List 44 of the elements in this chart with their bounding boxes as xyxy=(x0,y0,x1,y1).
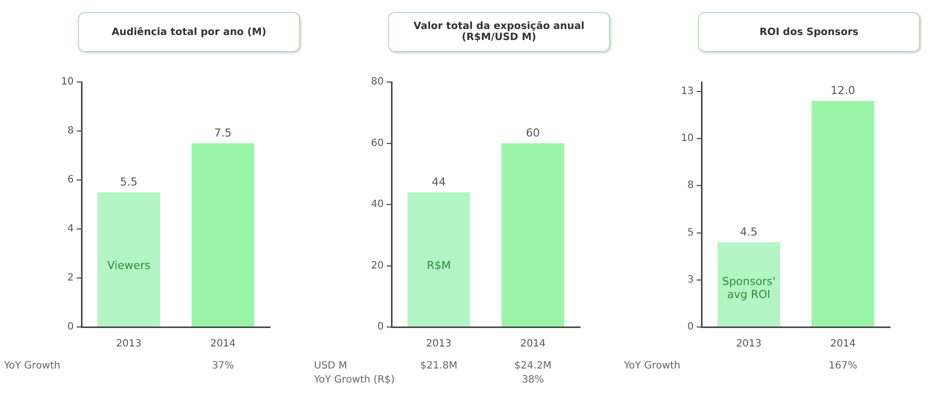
x-tick-label: 2014 xyxy=(210,338,236,350)
text: YoY Growth (R$) xyxy=(313,374,395,386)
x-tick-label: 2013 xyxy=(426,338,452,350)
y-tick-label: 8 xyxy=(67,126,74,137)
x-tick-label: 2013 xyxy=(736,338,762,350)
x-tick-label: 2013 xyxy=(116,338,142,350)
y-tick-label: 3 xyxy=(687,274,694,286)
y-tick-label: 40 xyxy=(370,199,384,210)
y-tick-label: 5 xyxy=(687,227,694,238)
y-tick-label: 10 xyxy=(680,133,694,144)
text: YoY Growth xyxy=(623,360,680,372)
y-tick-label: 60 xyxy=(370,138,384,149)
text: 167% xyxy=(828,360,858,372)
chart-title: Valor total da exposição anual (R$M/USD M) xyxy=(388,12,610,52)
data-label: 7.5 xyxy=(214,126,232,140)
y-tick-label: 4 xyxy=(67,224,74,235)
series-label: Sponsors' avg ROI xyxy=(722,274,776,301)
series-label: Viewers xyxy=(107,258,151,272)
text: 37% xyxy=(212,360,234,372)
data-label: 44 xyxy=(432,176,446,189)
y-tick-label: 2 xyxy=(67,272,74,284)
text: $21.8M xyxy=(420,360,458,372)
data-label: 60 xyxy=(526,126,540,140)
data-label: 12.0 xyxy=(830,84,856,98)
data-label: 4.5 xyxy=(740,226,758,239)
y-tick-label: 6 xyxy=(67,174,74,186)
y-tick-label: 0 xyxy=(67,322,74,333)
y-tick-label: 0 xyxy=(687,322,694,333)
y-tick-label: 20 xyxy=(370,260,384,272)
chart-title: ROI dos Sponsors xyxy=(698,12,920,52)
text: $24.2M xyxy=(514,360,552,372)
x-tick-label: 2014 xyxy=(520,338,546,350)
text: 38% xyxy=(522,374,544,386)
y-tick-label: 80 xyxy=(370,76,384,88)
y-tick-label: 8 xyxy=(687,180,694,192)
chart-title: Audiência total por ano (M) xyxy=(78,12,300,52)
data-label: 5.5 xyxy=(120,176,138,189)
y-tick-label: 10 xyxy=(60,76,74,88)
text: USD M xyxy=(314,360,348,372)
x-tick-label: 2014 xyxy=(830,338,856,350)
y-tick-label: 13 xyxy=(680,86,694,98)
text: YoY Growth xyxy=(3,360,60,372)
series-label: R$M xyxy=(426,258,451,272)
y-tick-label: 0 xyxy=(377,322,384,333)
